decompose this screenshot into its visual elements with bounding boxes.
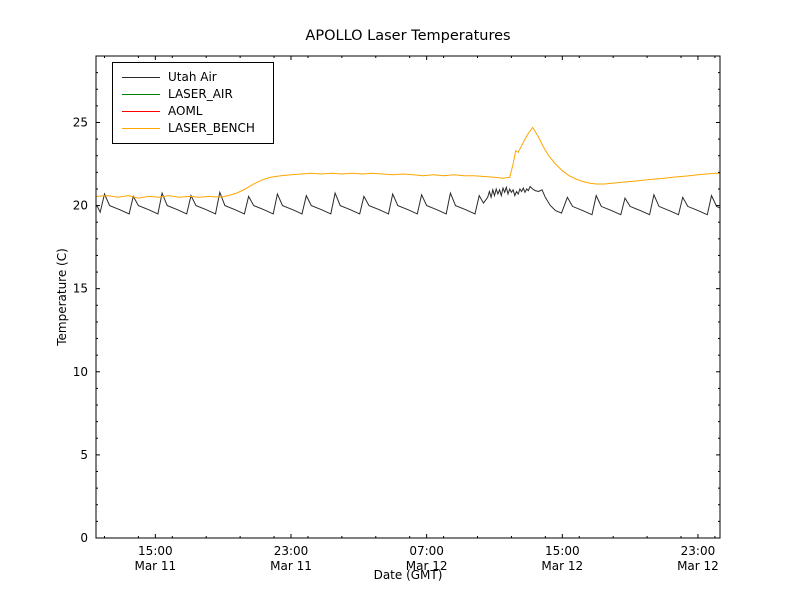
legend-label: AOML	[168, 104, 203, 118]
tick-label: 15:00	[138, 544, 173, 558]
tick-label: Mar 11	[134, 559, 176, 573]
legend-entry-utah-air: Utah Air	[122, 69, 255, 86]
tick-label: Mar 12	[406, 559, 448, 573]
tick-label: 07:00	[409, 544, 444, 558]
tick-label: 23:00	[681, 544, 716, 558]
tick-label: 0	[80, 531, 88, 545]
axes-frame	[95, 55, 721, 539]
legend-label: LASER_BENCH	[168, 121, 255, 135]
tick-label: 23:00	[274, 544, 309, 558]
tick-label: Mar 12	[541, 559, 583, 573]
legend-line-sample	[122, 128, 160, 129]
legend-line-sample	[122, 94, 160, 95]
legend-line-sample	[122, 77, 160, 78]
legend-entry-laser-bench: LASER_BENCH	[122, 120, 255, 137]
chart-title: APOLLO Laser Temperatures	[305, 28, 511, 44]
tick-label: 15	[73, 282, 88, 296]
legend-entry-laser-air: LASER_AIR	[122, 86, 255, 103]
tick-label: 25	[73, 115, 88, 129]
x-axis-label: Date (GMT)	[373, 568, 443, 582]
tick-label: 10	[73, 365, 88, 379]
tick-label: Mar 12	[677, 559, 719, 573]
legend-label: LASER_AIR	[168, 87, 233, 101]
legend: Utah Air LASER_AIR AOML LASER_BENCH	[112, 62, 274, 144]
series-line-laser-bench	[96, 126, 720, 199]
tick-label: 15:00	[545, 544, 580, 558]
tick-label: 5	[80, 448, 88, 462]
legend-label: Utah Air	[168, 70, 217, 84]
legend-entry-aoml: AOML	[122, 103, 255, 120]
y-axis-label: Temperature (C)	[55, 248, 69, 346]
tick-label: 20	[73, 199, 88, 213]
tick-label: Mar 11	[270, 559, 312, 573]
legend-line-sample	[122, 111, 160, 112]
series-line-utah-air	[96, 185, 720, 216]
